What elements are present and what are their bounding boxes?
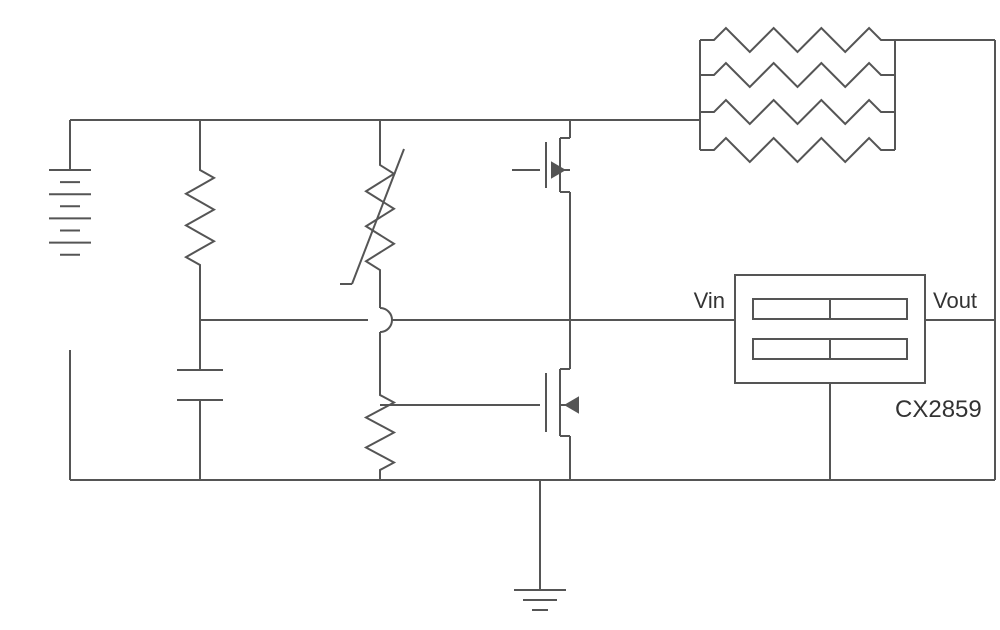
vin-label: Vin	[694, 288, 725, 313]
vout-label: Vout	[933, 288, 977, 313]
circuit-diagram: Vin Vout CX2859	[10, 10, 1000, 620]
labels: Vin Vout CX2859	[694, 288, 982, 423]
chip-label: CX2859	[895, 396, 982, 423]
wires	[70, 40, 995, 590]
